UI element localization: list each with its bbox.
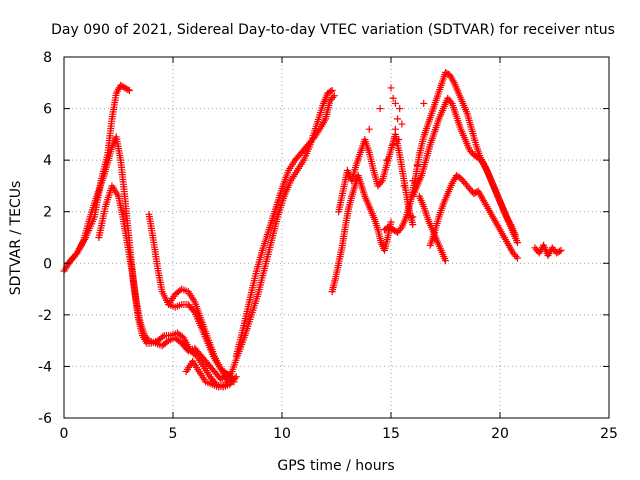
data-point bbox=[420, 99, 428, 107]
data-point bbox=[409, 177, 417, 185]
gridlines bbox=[64, 57, 609, 418]
data-point bbox=[398, 120, 406, 128]
data-marks bbox=[60, 68, 565, 391]
data-point bbox=[376, 105, 384, 113]
data-point bbox=[327, 87, 335, 95]
x-tick-label: 15 bbox=[382, 426, 400, 442]
y-axis-label: SDTVAR / TECUs bbox=[8, 181, 24, 296]
data-point bbox=[394, 115, 402, 123]
chart-title: Day 090 of 2021, Sidereal Day-to-day VTE… bbox=[51, 22, 615, 38]
data-point bbox=[387, 218, 395, 226]
data-point bbox=[404, 203, 412, 211]
data-point bbox=[409, 213, 417, 221]
data-point bbox=[163, 338, 171, 346]
y-tick-label: 0 bbox=[43, 256, 52, 272]
data-point bbox=[391, 99, 399, 107]
x-tick-label: 0 bbox=[60, 426, 69, 442]
data-point bbox=[389, 141, 397, 149]
data-point bbox=[124, 86, 132, 94]
data-point bbox=[389, 94, 397, 102]
data-point bbox=[387, 84, 395, 92]
data-point bbox=[159, 333, 167, 341]
x-tick-label: 10 bbox=[273, 426, 291, 442]
data-point bbox=[413, 161, 421, 169]
series-arc-3 bbox=[95, 182, 231, 383]
data-point bbox=[395, 136, 403, 144]
data-point bbox=[391, 125, 399, 133]
data-point bbox=[328, 87, 336, 95]
x-axis-label: GPS time / hours bbox=[277, 458, 394, 474]
data-point bbox=[447, 98, 455, 106]
series-arc-11 bbox=[409, 94, 521, 247]
data-point bbox=[512, 252, 520, 260]
series-scatter-points bbox=[365, 84, 428, 221]
y-tick-label: -4 bbox=[38, 359, 52, 375]
series-arc-7 bbox=[232, 92, 338, 360]
data-point bbox=[477, 157, 485, 165]
series-arc-5 bbox=[165, 285, 238, 386]
data-point bbox=[513, 254, 521, 262]
x-tick-label: 20 bbox=[491, 426, 509, 442]
y-tick-label: 8 bbox=[43, 50, 52, 66]
data-point bbox=[309, 134, 317, 142]
data-point bbox=[72, 251, 80, 259]
series-arc-2 bbox=[64, 81, 133, 267]
series-arc-8 bbox=[328, 172, 395, 296]
data-point bbox=[442, 257, 449, 265]
y-tick-label: -6 bbox=[38, 411, 52, 427]
series-arc-10 bbox=[380, 68, 519, 239]
plot-frame bbox=[63, 56, 610, 419]
series-arc-13 bbox=[426, 172, 521, 262]
data-point bbox=[230, 378, 238, 386]
data-point bbox=[513, 239, 521, 247]
data-point bbox=[383, 156, 391, 164]
data-point bbox=[556, 247, 564, 255]
y-tick-label: 2 bbox=[43, 205, 52, 221]
y-tick-label: 6 bbox=[43, 102, 52, 118]
y-tick-label: -2 bbox=[38, 308, 52, 324]
series-arc-4 bbox=[145, 210, 238, 383]
y-tick-label: 4 bbox=[43, 153, 52, 169]
tick-labels: 0 5 10 15 20 25 -6 -4 -2 0 2 4 6 8 bbox=[38, 50, 618, 442]
data-point bbox=[330, 92, 338, 100]
data-point bbox=[400, 182, 408, 190]
data-point bbox=[557, 246, 565, 254]
data-point bbox=[409, 221, 417, 229]
series-arc-6 bbox=[182, 87, 336, 391]
data-point bbox=[377, 178, 385, 186]
data-point bbox=[329, 93, 337, 101]
data-point bbox=[396, 105, 404, 113]
axis-ticks bbox=[63, 56, 610, 419]
data-point bbox=[396, 225, 404, 233]
x-tick-label: 25 bbox=[600, 426, 618, 442]
data-point bbox=[144, 335, 152, 343]
series-arc-12 bbox=[415, 192, 449, 265]
data-point bbox=[365, 125, 373, 133]
data-point bbox=[125, 87, 133, 95]
x-tick-label: 5 bbox=[169, 426, 178, 442]
series-arc-14 bbox=[531, 241, 565, 260]
